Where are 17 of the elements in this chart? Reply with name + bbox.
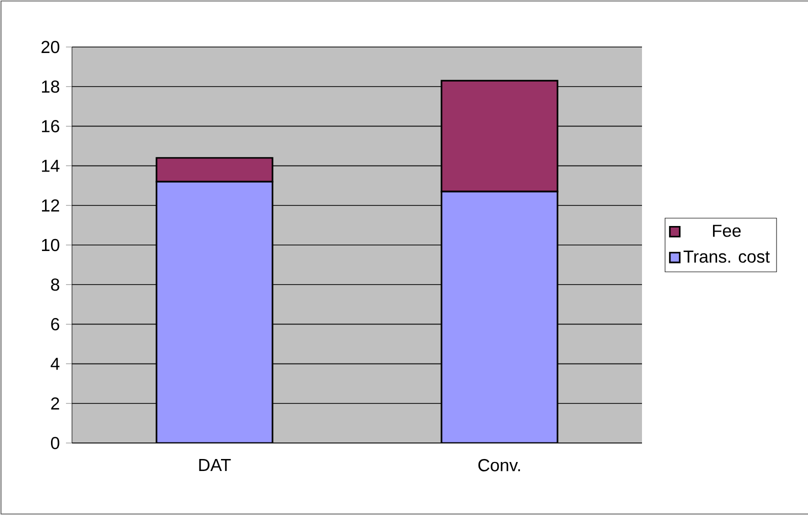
x-tick-label: DAT <box>199 459 231 471</box>
bar <box>156 180 274 443</box>
y-tick-label: 18 <box>42 80 60 93</box>
y-tick-label: 16 <box>42 120 60 132</box>
legend-label: Trans. cost <box>684 250 770 263</box>
y-tick-label: 8 <box>51 278 60 291</box>
y-tick-label: 10 <box>42 238 60 252</box>
y-tick-label: 14 <box>42 160 60 172</box>
y-tick-label: 12 <box>42 199 60 212</box>
y-tick-label: 20 <box>42 40 60 54</box>
y-tick-label: 6 <box>51 318 60 330</box>
y-tick-label: 0 <box>50 436 60 450</box>
y-tick-label: 4 <box>50 358 60 370</box>
legend-label: Fee <box>713 224 741 237</box>
y-tick-label: 2 <box>51 397 60 410</box>
bar <box>440 190 558 443</box>
x-tick-label: Conv. <box>478 459 520 472</box>
